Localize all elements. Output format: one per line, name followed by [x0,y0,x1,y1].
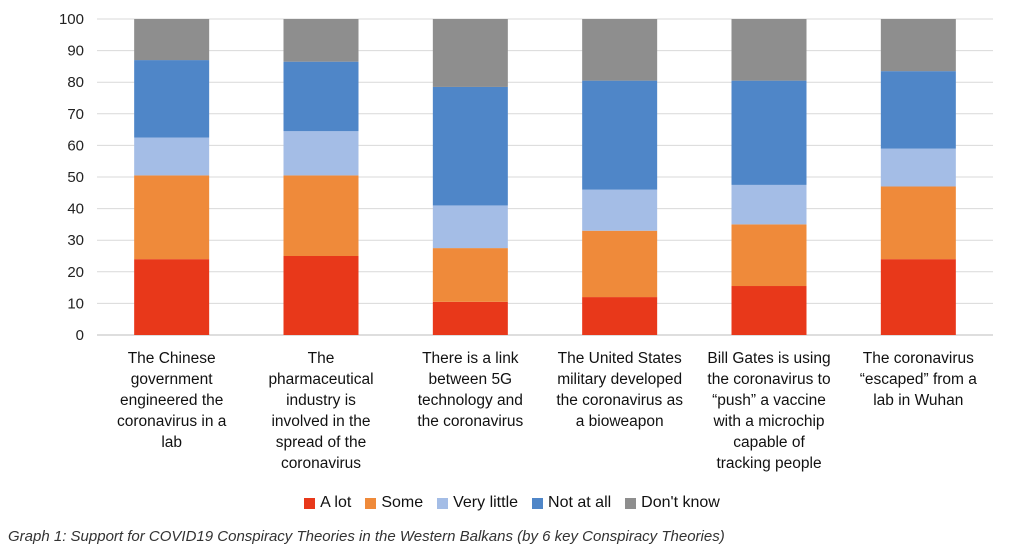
legend-swatch [437,497,449,509]
legend-item: Very little [437,494,518,512]
bar-segment [731,19,807,81]
chart-caption: Graph 1: Support for COVID19 Conspiracy … [8,528,725,545]
x-tick-label: with a microchip [712,413,824,430]
x-tick-label: “push” a vaccine [712,392,826,409]
x-tick-label: technology and [418,392,523,409]
bar-segment [880,19,956,72]
y-tick-label: 30 [67,232,84,249]
legend-label: Don't know [641,494,720,511]
legend-label: A lot [320,494,352,511]
x-tick-label: lab [161,434,182,451]
bar-segment [582,230,658,298]
x-tick-label: between 5G [429,371,513,388]
bar-segment [731,184,807,225]
x-tick-label: the coronavirus as [556,392,683,409]
bar-segment [582,297,658,335]
bar-segment [134,60,210,138]
legend-label: Some [381,494,424,511]
x-tick-label: capable of [733,434,805,451]
x-tick-label: involved in the [271,413,370,430]
legend-item: Some [365,494,423,512]
legend: A lot Some Very little Not at all Don't know [0,494,1024,512]
bar-segment [432,301,508,335]
legend-label: Very little [453,494,519,511]
bar-segment [582,19,658,81]
legend-swatch [625,497,637,509]
bar-segment [283,175,359,256]
bar-segment [283,61,359,132]
legend-swatch [304,497,316,509]
x-tick-label: military developed [557,371,682,388]
y-tick-label: 10 [67,295,84,312]
y-axis: 0 10 20 30 40 50 60 70 80 90 100 [59,11,84,344]
x-tick-label: a bioweapon [576,413,664,430]
x-tick-label: the coronavirus [417,413,523,430]
y-tick-label: 60 [67,137,84,154]
x-tick-label: lab in Wuhan [873,392,963,409]
y-tick-label: 80 [67,74,84,91]
legend-item: Don't know [625,494,720,512]
legend-label: Not at all [548,494,612,511]
bar-segment [283,131,359,176]
bar-segment [283,19,359,62]
bar-segment [432,205,508,249]
gridlines [97,18,993,336]
bar-segment [731,286,807,335]
y-tick-label: 70 [67,106,84,123]
y-tick-label: 100 [59,11,84,28]
x-tick-label: spread of the [276,434,366,451]
bar-segment [134,19,210,61]
x-axis-labels: The Chinese government engineered the coron… [117,350,977,472]
y-tick-label: 50 [67,169,84,186]
x-tick-label: The coronavirus [863,350,974,367]
bar-segment [134,137,210,176]
y-tick-label: 90 [67,43,84,60]
x-tick-label: coronavirus [281,455,361,472]
bar-segment [880,259,956,335]
bar-segment [134,259,210,335]
x-tick-label: industry is [286,392,356,409]
bar-segment [731,80,807,185]
bar-segment [432,19,508,87]
bar-segment [283,256,359,335]
x-tick-label: engineered the [120,392,223,409]
legend-swatch [365,497,377,509]
bar-segment [134,175,210,260]
legend-item: A lot [304,494,351,512]
bars [134,19,956,335]
bar-segment [880,148,956,187]
x-tick-label: The United States [558,350,682,367]
x-tick-label: There is a link [422,350,519,367]
x-tick-label: government [131,371,214,388]
legend-swatch [532,497,544,509]
x-tick-label: coronavirus in a [117,413,227,430]
x-tick-label: tracking people [716,455,821,472]
x-tick-label: The [308,350,335,367]
x-tick-label: pharmaceutical [268,371,373,388]
bar-segment [880,71,956,149]
bar-segment [432,248,508,302]
x-tick-label: Bill Gates is using [707,350,830,367]
y-tick-label: 20 [67,264,84,281]
x-tick-label: The Chinese [128,350,216,367]
bar-segment [582,189,658,231]
bar-segment [880,186,956,260]
bar-segment [582,80,658,190]
stacked-bar-chart: 0 10 20 30 40 50 60 70 80 90 100 The Chinese govern… [59,11,993,472]
bar-segment [731,224,807,287]
y-tick-label: 0 [76,327,84,344]
legend-item: Not at all [532,494,611,512]
x-tick-label: the coronavirus to [707,371,830,388]
bar-segment [432,86,508,206]
x-tick-label: “escaped” from a [860,371,978,388]
y-tick-label: 40 [67,201,84,218]
